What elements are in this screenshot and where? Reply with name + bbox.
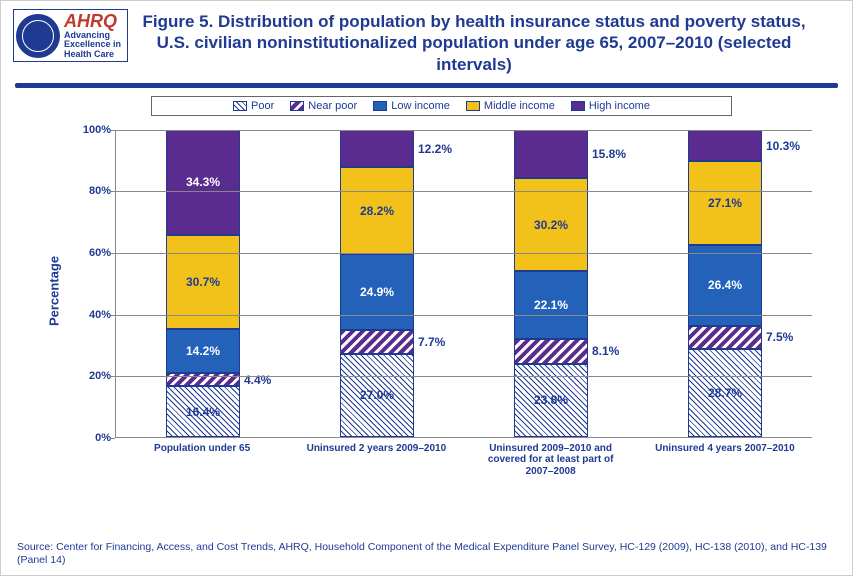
- gridline: [115, 315, 812, 316]
- x-category-label: Uninsured 2009–2010 and covered for at l…: [477, 440, 623, 486]
- legend-swatch-icon: [373, 101, 387, 111]
- segment-poor: 27.0%: [340, 354, 414, 437]
- segment-near: 7.5%: [688, 326, 762, 349]
- x-category-label: Population under 65: [129, 440, 275, 486]
- segment-low: 26.4%: [688, 245, 762, 326]
- segment-value: 28.7%: [708, 386, 742, 400]
- legend-swatch-icon: [290, 101, 304, 111]
- legend-item-high: High income: [571, 100, 650, 112]
- legend: Poor Near poor Low income Middle income High…: [151, 96, 732, 116]
- bar: 27.0% 7.7% 24.9% 28.2% 12.2%: [340, 130, 414, 437]
- segment-mid: 27.1%: [688, 161, 762, 244]
- segment-value: 30.7%: [186, 275, 220, 289]
- segment-value: 27.0%: [360, 388, 394, 402]
- legend-item-mid: Middle income: [466, 100, 555, 112]
- segment-value: 27.1%: [708, 196, 742, 210]
- segment-value: 24.9%: [360, 285, 394, 299]
- gridline: [115, 191, 812, 192]
- figure-title: Figure 5. Distribution of population by …: [128, 9, 840, 75]
- segment-high: 10.3%: [688, 130, 762, 162]
- y-tickmark: [111, 191, 115, 192]
- bar-column: 28.7% 7.5% 26.4% 27.1% 10.3%: [652, 130, 798, 437]
- logo-text: AHRQ Advancing Excellence in Health Care: [64, 12, 121, 59]
- x-category-label: Uninsured 4 years 2007–2010: [652, 440, 798, 486]
- segment-near: 8.1%: [514, 339, 588, 364]
- legend-item-near: Near poor: [290, 100, 357, 112]
- legend-label: High income: [589, 100, 650, 112]
- segment-near: 7.7%: [340, 330, 414, 354]
- legend-label: Poor: [251, 100, 274, 112]
- legend-item-poor: Poor: [233, 100, 274, 112]
- brand-logo: AHRQ Advancing Excellence in Health Care: [13, 9, 128, 62]
- segment-high: 15.8%: [514, 130, 588, 179]
- hhs-seal-icon: [16, 14, 60, 58]
- bar: 16.4% 4.4% 14.2% 30.7% 34.3%: [166, 130, 240, 437]
- y-tickmark: [111, 315, 115, 316]
- y-axis-label: Percentage: [47, 256, 62, 326]
- segment-low: 22.1%: [514, 271, 588, 339]
- plot-area: 16.4% 4.4% 14.2% 30.7% 34.3% 27.0% 7.7% 24.9% 28…: [115, 130, 812, 438]
- segment-value: 26.4%: [708, 278, 742, 292]
- x-category-label: Uninsured 2 years 2009–2010: [303, 440, 449, 486]
- y-tick: 40%: [73, 309, 111, 321]
- segment-high: 12.2%: [340, 130, 414, 167]
- segment-value: 8.1%: [592, 344, 619, 358]
- source-note: Source: Center for Financing, Access, an…: [17, 541, 836, 567]
- gridline: [115, 130, 812, 131]
- bar-column: 16.4% 4.4% 14.2% 30.7% 34.3%: [130, 130, 276, 437]
- legend-label: Middle income: [484, 100, 555, 112]
- bar-column: 23.8% 8.1% 22.1% 30.2% 15.8%: [478, 130, 624, 437]
- legend-swatch-icon: [233, 101, 247, 111]
- segment-value: 4.4%: [244, 373, 271, 387]
- segment-value: 30.2%: [534, 218, 568, 232]
- legend-swatch-icon: [571, 101, 585, 111]
- segment-poor: 28.7%: [688, 349, 762, 437]
- segment-value: 34.3%: [186, 175, 220, 189]
- y-tick: 60%: [73, 247, 111, 259]
- segment-value: 12.2%: [418, 142, 452, 156]
- y-tick: 100%: [73, 124, 111, 136]
- segment-high: 34.3%: [166, 130, 240, 235]
- y-tick: 20%: [73, 370, 111, 382]
- bar: 28.7% 7.5% 26.4% 27.1% 10.3%: [688, 130, 762, 437]
- header: AHRQ Advancing Excellence in Health Care…: [1, 1, 852, 79]
- y-tickmark: [111, 253, 115, 254]
- segment-poor: 23.8%: [514, 364, 588, 437]
- bar: 23.8% 8.1% 22.1% 30.2% 15.8%: [514, 130, 588, 437]
- segment-mid: 28.2%: [340, 167, 414, 254]
- logo-title: AHRQ: [64, 12, 121, 31]
- segment-value: 10.3%: [766, 139, 800, 153]
- legend-label: Near poor: [308, 100, 357, 112]
- y-tick: 0%: [73, 432, 111, 444]
- segment-value: 23.8%: [534, 393, 568, 407]
- segment-value: 7.7%: [418, 335, 445, 349]
- segment-value: 22.1%: [534, 298, 568, 312]
- segment-near: 4.4%: [166, 373, 240, 387]
- y-tick: 80%: [73, 185, 111, 197]
- divider: [15, 83, 838, 88]
- segment-value: 14.2%: [186, 344, 220, 358]
- y-tickmark: [111, 376, 115, 377]
- segment-low: 14.2%: [166, 329, 240, 373]
- segment-low: 24.9%: [340, 254, 414, 330]
- x-axis-labels: Population under 65 Uninsured 2 years 200…: [115, 440, 812, 486]
- segment-value: 16.4%: [186, 405, 220, 419]
- legend-item-low: Low income: [373, 100, 450, 112]
- gridline: [115, 376, 812, 377]
- bars-container: 16.4% 4.4% 14.2% 30.7% 34.3% 27.0% 7.7% 24.9% 28…: [115, 130, 812, 438]
- chart: Poor Near poor Low income Middle income High…: [71, 96, 812, 486]
- segment-value: 28.2%: [360, 204, 394, 218]
- y-tickmark: [111, 130, 115, 131]
- logo-sub-3: Health Care: [64, 50, 121, 59]
- segment-value: 15.8%: [592, 147, 626, 161]
- segment-value: 7.5%: [766, 330, 793, 344]
- legend-swatch-icon: [466, 101, 480, 111]
- segment-poor: 16.4%: [166, 386, 240, 436]
- legend-label: Low income: [391, 100, 450, 112]
- y-tickmark: [111, 438, 115, 439]
- gridline: [115, 253, 812, 254]
- bar-column: 27.0% 7.7% 24.9% 28.2% 12.2%: [304, 130, 450, 437]
